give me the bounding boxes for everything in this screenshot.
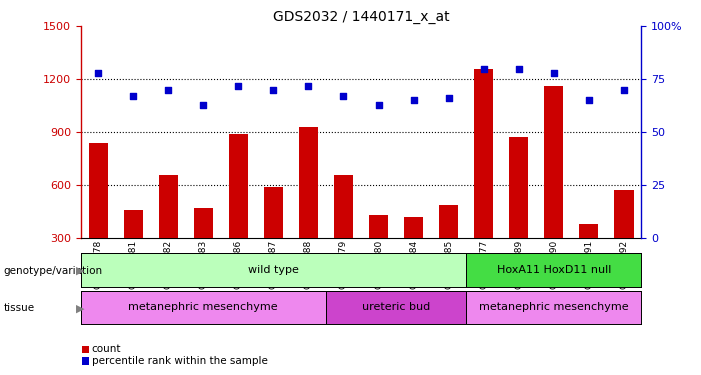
Text: genotype/variation: genotype/variation <box>4 266 102 276</box>
Point <box>583 98 594 104</box>
Bar <box>579 224 599 238</box>
Text: HoxA11 HoxD11 null: HoxA11 HoxD11 null <box>496 265 611 275</box>
Point <box>478 66 489 72</box>
Bar <box>544 86 564 238</box>
Bar <box>334 175 353 238</box>
Bar <box>466 253 641 287</box>
Bar <box>193 208 213 238</box>
Bar <box>229 134 248 238</box>
Bar <box>614 190 634 238</box>
Bar <box>474 69 494 238</box>
Point <box>618 87 629 93</box>
Bar <box>299 127 318 238</box>
Bar <box>369 215 388 238</box>
Text: ▶: ▶ <box>76 266 84 276</box>
Bar <box>81 291 326 324</box>
Point <box>338 93 349 99</box>
Bar <box>404 217 423 238</box>
Bar <box>439 205 458 238</box>
Point <box>233 82 244 88</box>
Title: GDS2032 / 1440171_x_at: GDS2032 / 1440171_x_at <box>273 10 449 24</box>
Text: ureteric bud: ureteric bud <box>362 303 430 312</box>
Text: tissue: tissue <box>4 303 34 313</box>
Bar <box>264 187 283 238</box>
Bar <box>466 291 641 324</box>
Bar <box>509 138 529 238</box>
Point <box>548 70 559 76</box>
Point <box>93 70 104 76</box>
Point <box>373 102 384 108</box>
Bar <box>123 210 143 238</box>
Point <box>128 93 139 99</box>
Text: metanephric mesenchyme: metanephric mesenchyme <box>128 303 278 312</box>
Point <box>163 87 174 93</box>
Text: percentile rank within the sample: percentile rank within the sample <box>92 356 268 366</box>
Bar <box>158 175 178 238</box>
Point <box>303 82 314 88</box>
Bar <box>326 291 466 324</box>
Point <box>268 87 279 93</box>
Text: metanephric mesenchyme: metanephric mesenchyme <box>479 303 629 312</box>
Bar <box>88 143 108 238</box>
Point <box>513 66 524 72</box>
Text: ▶: ▶ <box>76 303 84 313</box>
Text: count: count <box>92 345 121 354</box>
Bar <box>81 253 466 287</box>
Point <box>443 95 454 101</box>
Point <box>198 102 209 108</box>
Text: wild type: wild type <box>248 265 299 275</box>
Point <box>408 98 419 104</box>
